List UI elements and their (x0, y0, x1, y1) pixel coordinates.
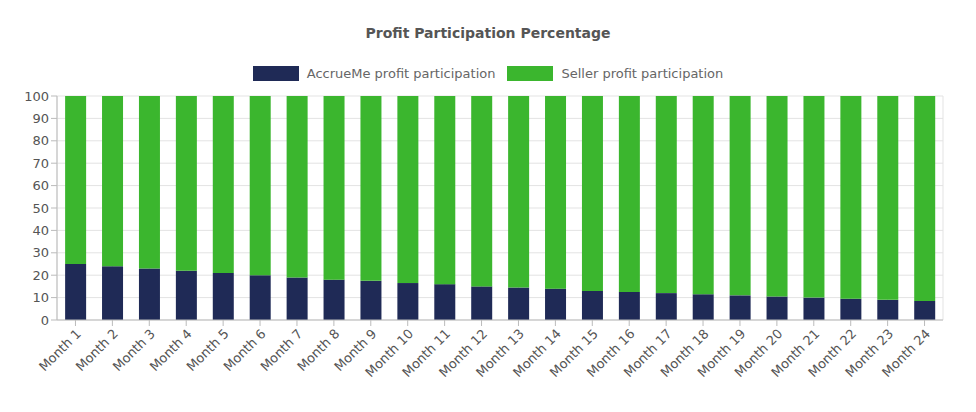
svg-text:Month 9: Month 9 (331, 326, 380, 375)
html-text:Profit Participation Percentag: Profit Participation Percentage (365, 25, 611, 41)
svg-text:Month 18: Month 18 (657, 326, 712, 381)
svg-text:30: 30 (32, 245, 49, 260)
svg-text:0: 0 (41, 313, 49, 328)
html-text:Seller profit participation: Seller profit participation (561, 65, 724, 81)
svg-text:20: 20 (32, 268, 49, 283)
svg-text:50: 50 (32, 201, 49, 216)
svg-text:Month 5: Month 5 (183, 326, 232, 375)
svg-text:Month 16: Month 16 (583, 326, 638, 381)
svg-text:Month 20: Month 20 (731, 326, 786, 381)
svg-text:Month 7: Month 7 (257, 326, 306, 375)
svg-text:Month 24: Month 24 (879, 326, 933, 380)
svg-text:100: 100 (24, 89, 49, 104)
svg-text:Month 19: Month 19 (694, 326, 749, 381)
svg-text:Month 22: Month 22 (805, 326, 860, 381)
svg-text:40: 40 (32, 223, 49, 238)
svg-text:Month 10: Month 10 (362, 326, 417, 381)
svg-text:10: 10 (32, 290, 49, 305)
svg-text:Month 2: Month 2 (72, 326, 121, 375)
svg-text:60: 60 (32, 178, 49, 193)
svg-text:Month 15: Month 15 (546, 326, 601, 381)
svg-text:80: 80 (32, 133, 49, 148)
svg-text:Month 4: Month 4 (146, 326, 195, 375)
svg-text:Month 17: Month 17 (620, 326, 675, 381)
svg-text:Month 8: Month 8 (294, 326, 343, 375)
svg-text:Month 12: Month 12 (436, 326, 491, 381)
svg-text:Month 3: Month 3 (109, 326, 158, 375)
svg-text:Month 11: Month 11 (399, 326, 454, 381)
svg-text:Month 1: Month 1 (35, 326, 85, 375)
svg-text:Month 13: Month 13 (473, 326, 528, 381)
svg-text:70: 70 (32, 156, 49, 171)
svg-text:Month 23: Month 23 (842, 326, 897, 381)
svg-text:Month 21: Month 21 (768, 326, 823, 381)
svg-text:Month 6: Month 6 (220, 326, 269, 375)
html-text:AccrueMe profit participation: AccrueMe profit participation (306, 65, 496, 81)
svg-text:Month 14: Month 14 (510, 326, 564, 381)
svg-text:90: 90 (32, 111, 49, 126)
